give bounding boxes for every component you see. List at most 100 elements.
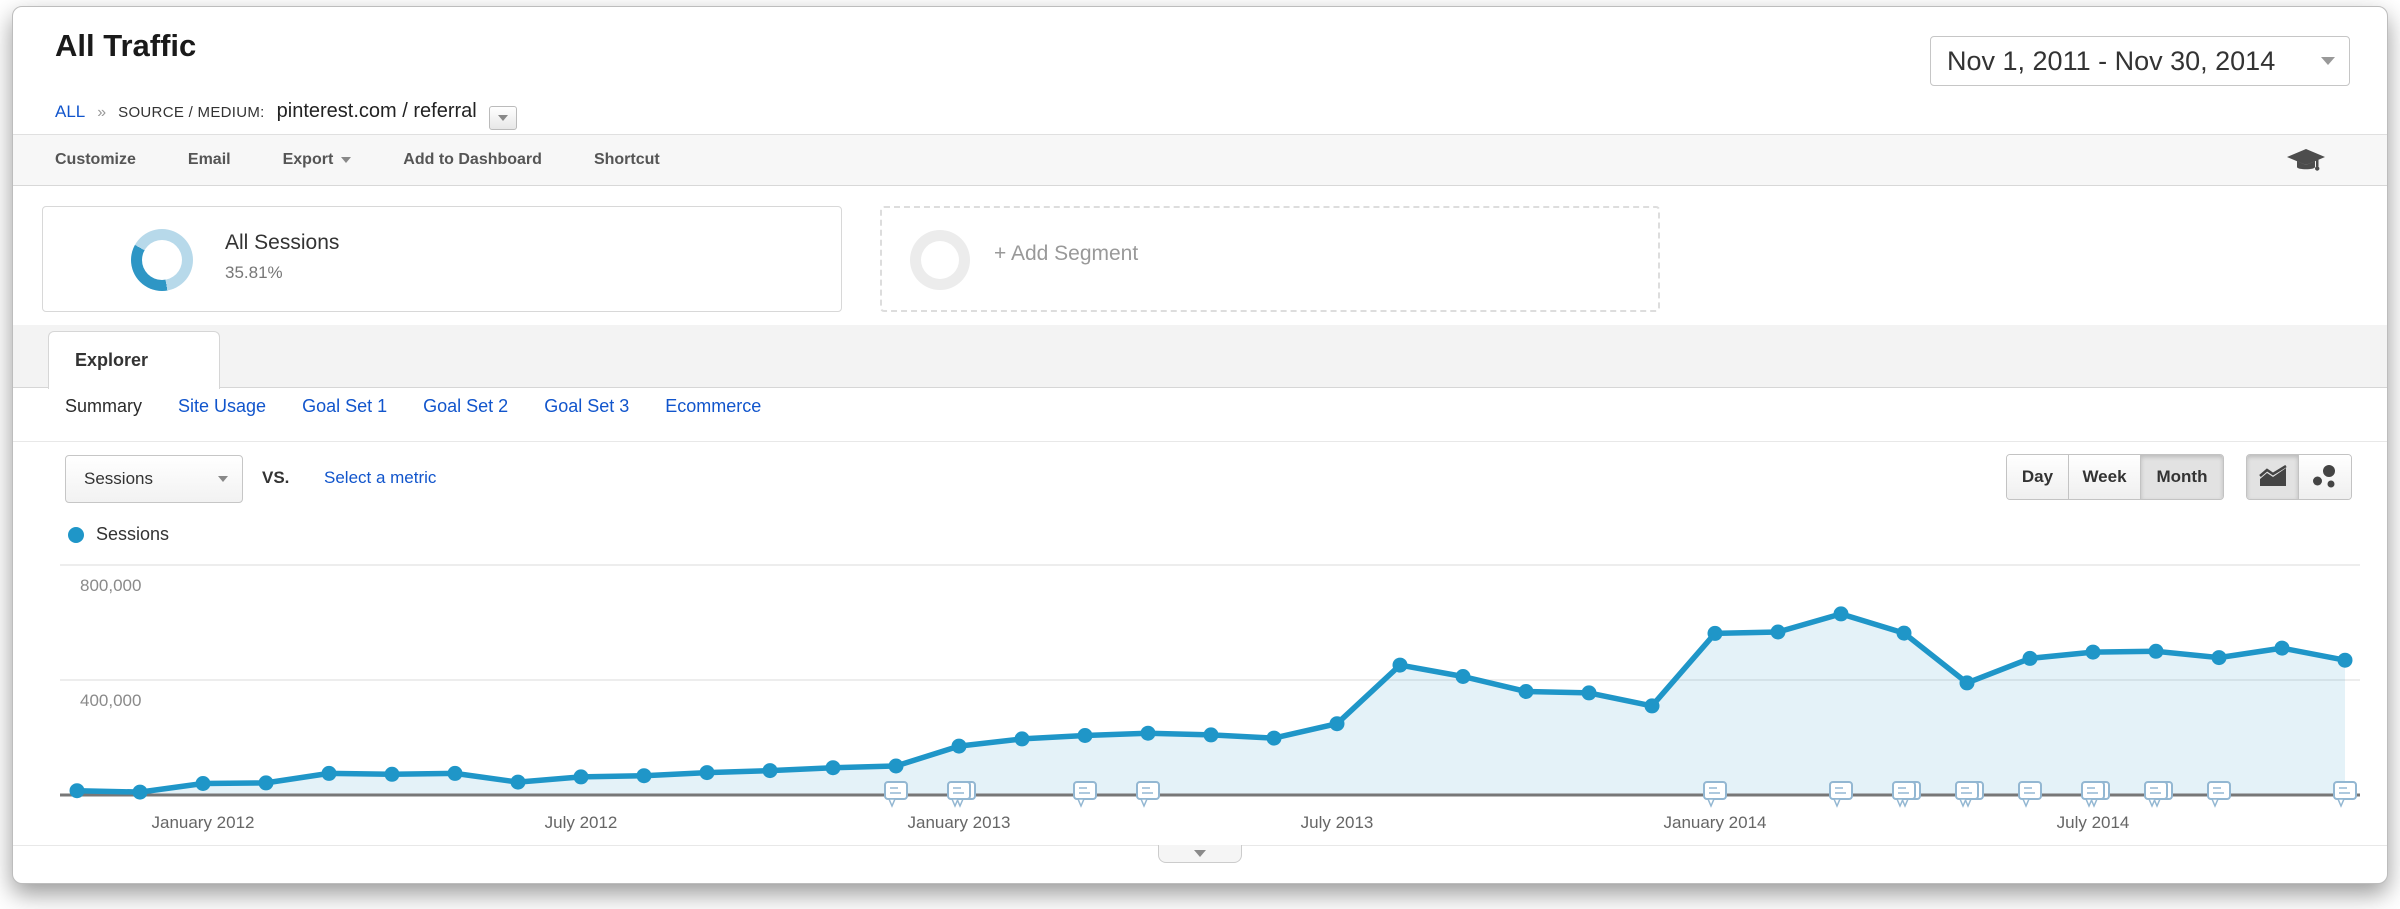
shortcut-button[interactable]: Shortcut [593,151,660,168]
add-to-dashboard-button[interactable]: Add to Dashboard [403,151,542,168]
y-tick-label: 400,000 [80,691,141,710]
subtab-goal-set-3[interactable]: Goal Set 3 [544,396,630,416]
data-point[interactable] [1266,730,1282,746]
annotation-marker-tail [1139,798,1149,808]
date-range-selector[interactable]: Nov 1, 2011 - Nov 30, 2014 [1930,36,2350,86]
annotation-marker-tail [2210,798,2220,808]
segment-card-all-sessions[interactable]: All Sessions 35.81% [42,206,842,312]
data-point[interactable] [1770,624,1786,640]
chevron-down-icon [218,476,228,482]
data-point[interactable] [1896,625,1912,641]
breadcrumb-all-link[interactable]: ALL [55,102,86,121]
education-graduation-cap-icon[interactable] [2287,149,2325,180]
customize-button[interactable]: Customize [55,151,136,168]
x-tick-label: July 2012 [545,813,618,832]
email-button[interactable]: Email [187,151,231,168]
data-point[interactable] [2085,644,2101,660]
sessions-legend-label: Sessions [96,524,170,544]
tab-strip [13,325,2387,388]
annotation-marker-icon[interactable] [2144,781,2168,800]
annotation-marker-icon[interactable] [884,781,908,800]
data-point[interactable] [1140,725,1156,741]
chevron-down-icon [341,157,352,163]
tab-explorer[interactable]: Explorer [48,331,220,389]
chart-canvas: 800,000 400,000 January 2012 July 2012 Janua… [60,564,2360,832]
subtab-goal-set-2[interactable]: Goal Set 2 [423,396,509,416]
chevron-down-icon [1194,850,1206,857]
motion-chart-icon[interactable] [2299,455,2351,499]
collapse-chart-tab[interactable] [1158,845,1242,863]
data-point[interactable] [447,765,463,781]
data-point[interactable] [762,763,778,779]
data-point[interactable] [1644,698,1660,714]
chevron-down-icon [2321,57,2335,65]
data-point[interactable] [1959,675,1975,691]
subtab-goal-set-1[interactable]: Goal Set 1 [302,396,388,416]
data-point[interactable] [888,758,904,774]
x-tick-label: July 2013 [1301,813,1374,832]
chart-type-toggle [2246,454,2352,500]
segment-percent: 35.81% [225,263,283,282]
data-point[interactable] [1518,684,1534,699]
data-point[interactable] [1581,685,1597,701]
granularity-day-button[interactable]: Day [2007,455,2069,499]
annotation-marker-icon[interactable] [1136,781,1160,800]
subtab-summary[interactable]: Summary [65,396,143,416]
data-point[interactable] [573,769,589,785]
data-point[interactable] [1455,669,1471,684]
annotation-marker-icon[interactable] [1829,781,1853,800]
data-point[interactable] [1014,731,1030,747]
data-point[interactable] [1203,727,1219,743]
annotation-marker-icon[interactable] [1073,781,1097,800]
data-point[interactable] [1833,606,1849,622]
x-tick-label: January 2013 [907,813,1010,832]
data-point[interactable] [321,765,337,781]
y-tick-label: 800,000 [80,576,141,595]
granularity-week-button[interactable]: Week [2069,455,2141,499]
metric-dropdown[interactable]: Sessions [65,455,243,503]
data-point[interactable] [1707,625,1723,641]
annotation-marker-icon[interactable] [1955,781,1979,800]
annotation-marker-icon[interactable] [2018,781,2042,800]
data-point[interactable] [2274,640,2290,656]
breadcrumb-separator: » [97,104,107,121]
data-point[interactable] [1077,728,1093,743]
annotation-marker-icon[interactable] [2333,781,2357,800]
breadcrumb: ALL » SOURCE / MEDIUM: pinterest.com / r… [55,100,517,130]
breadcrumb-dropdown-button[interactable] [488,106,517,130]
select-a-metric-link[interactable]: Select a metric [324,468,437,487]
annotation-marker-tail [2336,798,2346,808]
annotation-marker-tail [2147,798,2157,808]
data-point[interactable] [2022,650,2038,666]
line-chart-icon[interactable] [2247,455,2299,499]
granularity-month-button[interactable]: Month [2141,455,2223,499]
data-point[interactable] [2148,643,2164,659]
data-point[interactable] [258,775,274,791]
annotation-marker-icon[interactable] [947,781,971,800]
data-point[interactable] [384,766,400,782]
data-point[interactable] [132,784,148,800]
data-point[interactable] [1329,716,1345,732]
page-title: All Traffic [55,28,197,63]
export-menu-button[interactable]: Export [283,151,352,169]
granularity-toggle: Day Week Month [2006,454,2224,500]
annotation-marker-icon[interactable] [2081,781,2105,800]
data-point[interactable] [951,738,967,754]
add-segment-button[interactable]: + Add Segment [880,206,1660,312]
subtab-site-usage[interactable]: Site Usage [178,396,267,416]
subtab-bar: Summary Site Usage Goal Set 1 Goal Set 2… [65,396,761,417]
data-point[interactable] [825,760,841,776]
data-point[interactable] [195,776,211,791]
annotation-marker-icon[interactable] [1892,781,1916,800]
data-point[interactable] [69,783,85,799]
data-point[interactable] [2337,652,2353,668]
data-point[interactable] [1392,657,1408,673]
subtab-ecommerce[interactable]: Ecommerce [665,396,762,416]
data-point[interactable] [2211,650,2227,666]
data-point[interactable] [699,765,715,781]
data-point[interactable] [636,768,652,784]
data-point[interactable] [510,774,526,790]
annotation-marker-tail [1832,798,1842,808]
annotation-marker-icon[interactable] [1703,781,1727,800]
annotation-marker-icon[interactable] [2207,781,2231,800]
